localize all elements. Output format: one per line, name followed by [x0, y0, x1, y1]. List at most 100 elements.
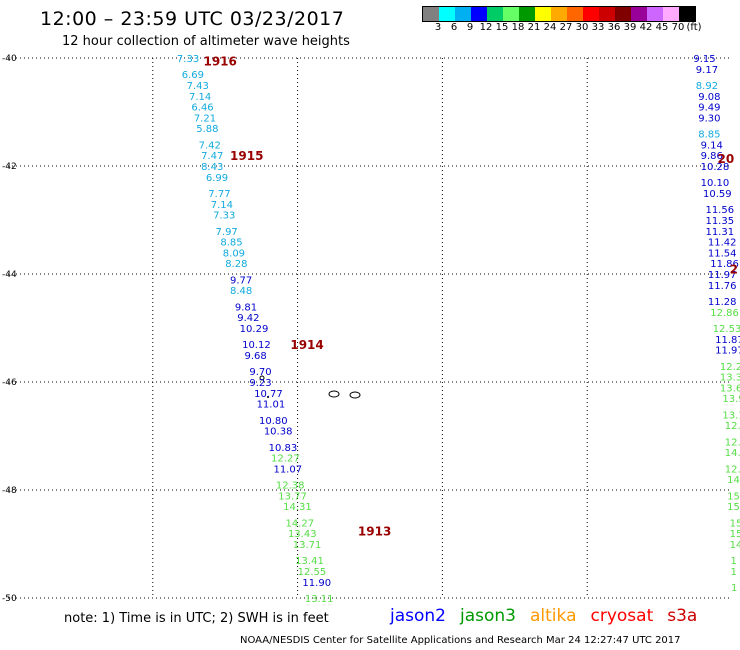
swh-value: 9.68 [245, 351, 267, 362]
satellite-legend: jason2 jason3 altika cryosat s3a [390, 606, 711, 626]
color-scale-tick: (ft) [686, 22, 702, 33]
time-marker: 1913 [358, 525, 391, 539]
swh-value: 14.0 [725, 448, 740, 459]
swh-value: 11.54 [708, 248, 737, 259]
swh-value: 12.86 [710, 308, 739, 319]
island-shape [328, 390, 340, 398]
swh-value: 7.14 [211, 200, 233, 211]
island-shape [349, 391, 361, 399]
swh-value: 6.69 [182, 70, 204, 81]
swh-value: 13.6 [720, 383, 740, 394]
swh-value: 12.8 [725, 437, 740, 448]
swh-value: 8.09 [223, 248, 245, 259]
color-swatch [663, 7, 679, 21]
color-swatch [535, 7, 551, 21]
swh-value: 11.28 [708, 297, 737, 308]
swh-value: 13.11 [305, 594, 334, 605]
swh-value: 14.31 [283, 502, 312, 513]
swh-value: 7.97 [216, 227, 238, 238]
color-swatch [583, 7, 599, 21]
swh-value: 1 [731, 567, 737, 578]
color-scale-tick: 24 [543, 22, 557, 33]
color-scale-tick: 18 [511, 22, 525, 33]
color-swatch [503, 7, 519, 21]
satellite-label: cryosat [590, 606, 654, 626]
color-swatch [471, 7, 487, 21]
island-shape [259, 375, 265, 381]
lat-tick-label: -50 [2, 594, 17, 604]
swh-value: 13.77 [278, 491, 307, 502]
swh-value: 7.42 [199, 140, 221, 151]
color-scale-tick: 21 [527, 22, 541, 33]
swh-value: 13.1 [722, 410, 740, 421]
color-swatch [487, 7, 503, 21]
color-scale-tick: 42 [639, 22, 653, 33]
color-scale-tick: 3 [434, 22, 442, 33]
swh-value: 11.86 [710, 259, 739, 270]
color-scale-tick: 45 [655, 22, 669, 33]
swh-value: 8.85 [220, 238, 242, 249]
color-swatch [599, 7, 615, 21]
swh-value: 9.14 [701, 140, 723, 151]
color-swatch [423, 7, 439, 21]
color-scale-bar [422, 6, 696, 22]
swh-value: 13.3 [720, 373, 740, 384]
satellite-label: jason2 [390, 606, 446, 626]
satellite-label: altika [530, 606, 577, 626]
swh-value: 1 [731, 556, 737, 567]
swh-value: 15.0 [727, 491, 740, 502]
credit-line: NOAA/NESDIS Center for Satellite Applica… [240, 635, 681, 646]
swh-value: 11.07 [273, 464, 302, 475]
map-subtitle: 12 hour collection of altimeter wave hei… [62, 34, 350, 49]
color-scale-tick: 12 [479, 22, 493, 33]
lat-tick-label: -48 [2, 486, 17, 496]
swh-value: 10.59 [703, 189, 732, 200]
swh-value: 6.99 [206, 173, 228, 184]
islands [259, 375, 361, 399]
swh-value: 7.33 [213, 211, 235, 222]
swh-value: 15. [730, 518, 740, 529]
color-scale-tick: 33 [591, 22, 605, 33]
swh-value: 15. [727, 502, 740, 513]
color-swatch [439, 7, 455, 21]
swh-value: 12.2 [720, 362, 740, 373]
swh-value: 11.87 [715, 335, 740, 346]
color-scale-tick: 39 [623, 22, 637, 33]
swh-value: 11.90 [302, 578, 331, 589]
swh-value: 11.35 [705, 216, 734, 227]
swh-value: 15. [730, 529, 740, 540]
swh-value: 8.28 [225, 259, 247, 270]
swh-value: 12.53 [713, 324, 740, 335]
swh-value: 11.97 [708, 270, 737, 281]
swh-value: 14 [730, 540, 740, 551]
color-swatch [631, 7, 647, 21]
lat-tick-label: -40 [2, 54, 17, 64]
color-swatch [679, 7, 695, 21]
color-scale-tick: 36 [607, 22, 621, 33]
color-swatch [551, 7, 567, 21]
color-scale-tick: 6 [450, 22, 458, 33]
swh-value: 14.1 [727, 475, 740, 486]
swh-value: 7.47 [201, 151, 223, 162]
swh-value: 12.4 [725, 421, 740, 432]
satellite-label: jason3 [460, 606, 516, 626]
swh-value: 6.46 [191, 103, 213, 114]
swh-value: 11.31 [705, 227, 734, 238]
swh-value: 9.70 [249, 367, 271, 378]
swh-value: 12.27 [271, 454, 300, 465]
swh-value: 11.76 [708, 281, 737, 292]
swh-value: 11.97 [715, 346, 740, 357]
swh-value: 9.23 [249, 378, 271, 389]
swh-value: 8.48 [230, 286, 252, 297]
swh-value: 9.86 [701, 151, 723, 162]
swh-value: 1 [731, 583, 737, 594]
swh-value: 11.56 [705, 205, 734, 216]
time-marker: 1915 [230, 149, 263, 163]
swh-value: 7.14 [189, 92, 211, 103]
swh-value: 10.77 [254, 389, 283, 400]
footer-note: note: 1) Time is in UTC; 2) SWH is in fe… [64, 611, 329, 626]
color-swatch [647, 7, 663, 21]
satellite-label: s3a [667, 606, 698, 626]
color-scale-tick: 9 [466, 22, 474, 33]
color-swatch [519, 7, 535, 21]
